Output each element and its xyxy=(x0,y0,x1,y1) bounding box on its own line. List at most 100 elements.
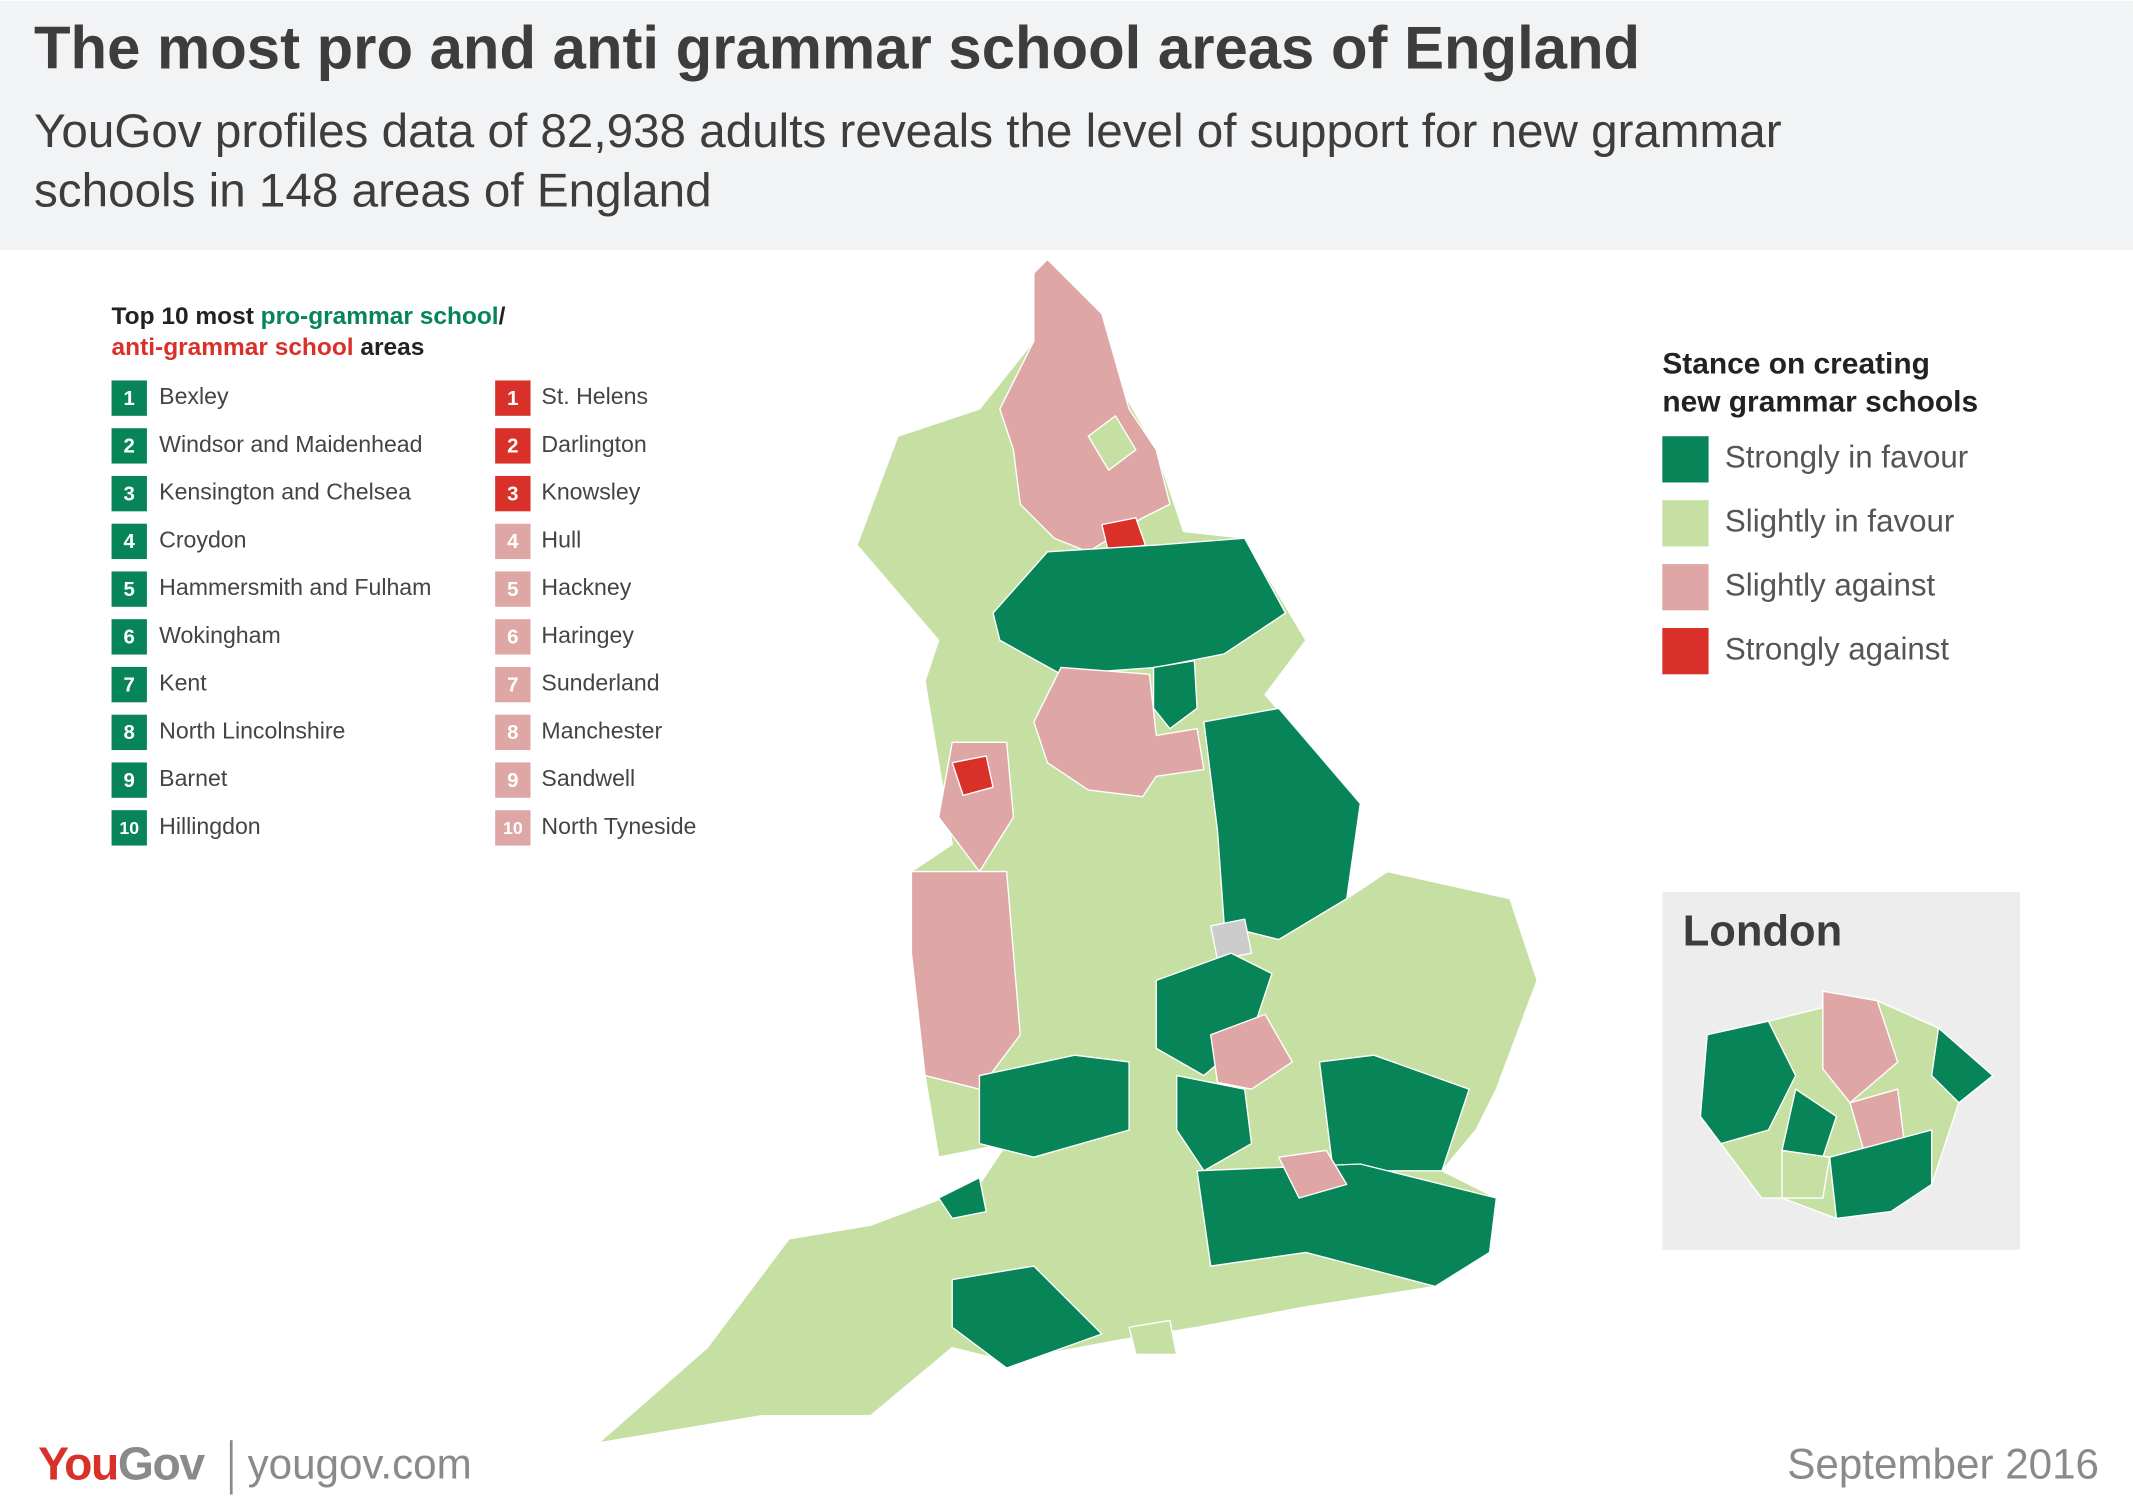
region xyxy=(951,1265,1103,1369)
borough xyxy=(1781,1149,1831,1199)
rank-box xyxy=(495,523,531,560)
borough xyxy=(1699,1020,1797,1145)
rank-number: 5 xyxy=(507,579,518,601)
region xyxy=(1210,918,1253,961)
legend-swatch xyxy=(1662,564,1709,611)
region xyxy=(1278,1149,1348,1199)
area-name: North Tyneside xyxy=(541,813,696,839)
list-heading: anti-grammar school areas xyxy=(112,335,425,362)
heading-pro: pro-grammar school xyxy=(261,303,499,330)
legend-swatch xyxy=(1662,436,1709,483)
region xyxy=(978,1054,1130,1158)
rank-box xyxy=(111,666,147,703)
rank-number: 7 xyxy=(507,674,518,696)
rank-box xyxy=(111,428,147,464)
region xyxy=(1128,1319,1178,1356)
legend-title: new grammar schools xyxy=(1662,385,1978,418)
rank-box xyxy=(495,666,531,703)
rank-number: 9 xyxy=(507,770,518,792)
rank-number: 1 xyxy=(507,388,518,410)
rank-box xyxy=(111,762,147,798)
region xyxy=(937,1176,987,1220)
area-name: Hull xyxy=(541,526,581,552)
region xyxy=(1203,707,1362,941)
rank-number: 2 xyxy=(507,436,518,458)
area-name: Barnet xyxy=(159,765,228,791)
heading-post: areas xyxy=(354,335,425,362)
brand-gov: Gov xyxy=(118,1438,206,1490)
area-name: Wokingham xyxy=(159,622,281,648)
area-name: North Lincolnshire xyxy=(159,717,345,743)
region xyxy=(1033,666,1205,798)
header-band xyxy=(0,0,2133,250)
footer-url: yougov.com xyxy=(248,1440,472,1487)
rank-box xyxy=(111,380,147,416)
rank-box xyxy=(495,571,531,607)
rank-number: 3 xyxy=(507,483,518,505)
legend-swatch xyxy=(1662,628,1709,675)
rank-number: 10 xyxy=(119,818,139,838)
rank-number: 8 xyxy=(507,722,518,744)
borough xyxy=(1822,990,1899,1104)
rank-number: 6 xyxy=(124,627,135,649)
rank-box xyxy=(495,810,531,846)
area-name: Kensington and Chelsea xyxy=(159,479,411,505)
area-name: Bexley xyxy=(159,383,229,409)
subtitle: schools in 148 areas of England xyxy=(34,165,712,218)
rank-box xyxy=(495,619,531,655)
rank-number: 10 xyxy=(503,818,523,838)
area-name: Croydon xyxy=(159,526,246,552)
rank-number: 6 xyxy=(507,627,518,649)
rank-box xyxy=(495,428,531,464)
legend-title: Stance on creating xyxy=(1662,347,1930,380)
brand-logo: YouGov xyxy=(38,1438,205,1490)
region xyxy=(999,258,1171,553)
rank-box xyxy=(495,380,531,416)
rank-number: 9 xyxy=(124,770,135,792)
area-name: Sandwell xyxy=(541,765,635,791)
area-name: Hackney xyxy=(541,574,631,600)
area-name: Manchester xyxy=(541,717,662,743)
rank-box xyxy=(111,571,147,607)
rank-number: 1 xyxy=(124,388,135,410)
rank-number: 3 xyxy=(124,483,135,505)
area-name: Sunderland xyxy=(541,670,659,696)
rank-box xyxy=(495,475,531,512)
heading-anti: anti-grammar school xyxy=(112,335,354,362)
heading-pre: Top 10 most xyxy=(112,303,261,330)
area-name: Darlington xyxy=(541,431,646,457)
area-name: Kent xyxy=(159,670,207,696)
title: The most pro and anti grammar school are… xyxy=(34,14,1640,81)
rank-box xyxy=(111,523,147,560)
area-name: Haringey xyxy=(541,622,634,648)
legend-label: Strongly against xyxy=(1725,631,1950,666)
region xyxy=(1152,659,1198,730)
legend-label: Slightly against xyxy=(1725,567,1936,602)
rank-number: 5 xyxy=(124,579,135,601)
rank-box xyxy=(495,714,531,751)
area-name: Hillingdon xyxy=(159,813,261,839)
rank-number: 8 xyxy=(124,722,135,744)
rank-box xyxy=(495,762,531,798)
area-name: St. Helens xyxy=(541,383,648,409)
rank-box xyxy=(111,714,147,751)
legend-swatch xyxy=(1662,500,1709,547)
area-name: Hammersmith and Fulham xyxy=(159,574,431,600)
heading-slash: / xyxy=(499,303,506,330)
rank-box xyxy=(111,810,147,846)
region xyxy=(910,870,1021,1090)
england-map xyxy=(597,258,1538,1444)
borough xyxy=(1930,1026,1994,1104)
rank-number: 2 xyxy=(124,436,135,458)
region xyxy=(1196,1163,1498,1288)
rank-box xyxy=(111,619,147,655)
area-name: Windsor and Maidenhead xyxy=(159,431,422,457)
region xyxy=(1210,1013,1293,1090)
rank-number: 4 xyxy=(507,531,519,553)
list-heading: Top 10 most pro-grammar school/ xyxy=(112,303,506,330)
region xyxy=(951,755,994,797)
legend-label: Slightly in favour xyxy=(1725,504,1954,539)
region xyxy=(1318,1054,1470,1172)
footer-date: September 2016 xyxy=(1787,1440,2099,1487)
